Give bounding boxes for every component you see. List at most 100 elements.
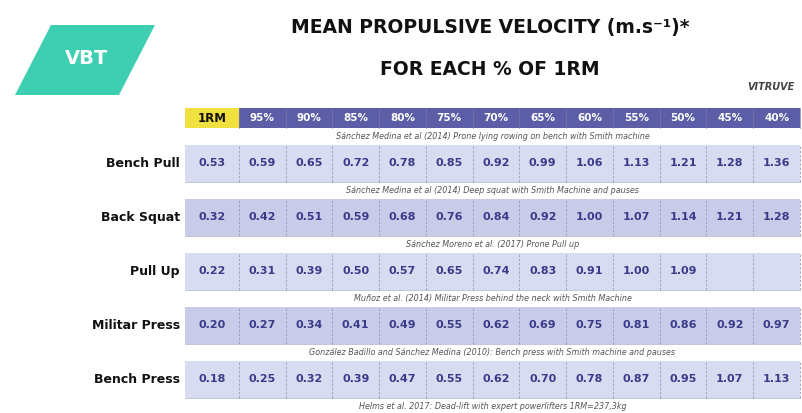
Text: 0.51: 0.51 [295,213,322,223]
Bar [184,236,799,253]
Text: 0.97: 0.97 [762,320,789,330]
Bar [286,108,332,128]
Bar [184,307,799,344]
Bar [184,182,799,199]
Text: 0.92: 0.92 [482,159,509,169]
Text: 0.39: 0.39 [295,266,322,276]
Text: Militar Press: Militar Press [91,319,180,332]
Text: 0.18: 0.18 [198,375,225,385]
Text: 0.78: 0.78 [388,159,415,169]
Text: MEAN PROPULSIVE VELOCITY (m.s⁻¹)*: MEAN PROPULSIVE VELOCITY (m.s⁻¹)* [290,18,688,37]
Text: 1.13: 1.13 [622,159,649,169]
Text: 85%: 85% [342,113,368,123]
Bar [659,108,706,128]
Bar [184,199,799,236]
Text: 55%: 55% [623,113,648,123]
Text: 0.47: 0.47 [388,375,415,385]
Text: 0.62: 0.62 [482,375,509,385]
Text: 0.72: 0.72 [342,159,369,169]
Text: 1.28: 1.28 [715,159,743,169]
Text: 1.06: 1.06 [575,159,602,169]
Text: 0.49: 0.49 [388,320,415,330]
Text: 60%: 60% [577,113,602,123]
Text: 1.21: 1.21 [715,213,743,223]
Text: 0.65: 0.65 [295,159,322,169]
Text: 0.39: 0.39 [342,375,369,385]
Text: Back Squat: Back Squat [101,211,180,224]
Text: 0.78: 0.78 [575,375,602,385]
Text: 0.62: 0.62 [482,320,509,330]
Bar [706,108,752,128]
Bar [184,145,799,182]
Text: 0.27: 0.27 [248,320,276,330]
Bar [612,108,659,128]
Bar [519,108,565,128]
Text: 0.81: 0.81 [622,320,649,330]
Text: 0.70: 0.70 [529,375,556,385]
Polygon shape [15,25,155,95]
Text: Bench Press: Bench Press [94,373,180,386]
Text: 65%: 65% [529,113,555,123]
Bar [184,253,799,290]
Text: Pull Up: Pull Up [131,265,180,278]
Text: 80%: 80% [390,113,415,123]
Text: 0.50: 0.50 [342,266,369,276]
Text: Sánchez Moreno et al. (2017) Prone Pull up: Sánchez Moreno et al. (2017) Prone Pull … [405,240,578,249]
Text: 0.85: 0.85 [435,159,462,169]
Text: 1.28: 1.28 [762,213,789,223]
Text: 0.91: 0.91 [575,266,602,276]
Text: 45%: 45% [716,113,742,123]
Text: Sánchez Medina et al (2014) Deep squat with Smith Machine and pauses: Sánchez Medina et al (2014) Deep squat w… [346,186,638,195]
Text: Helms et al. 2017: Dead-lift with expert powerlifters 1RM=237,3kg: Helms et al. 2017: Dead-lift with expert… [358,402,626,411]
Text: 0.83: 0.83 [529,266,556,276]
Text: 95%: 95% [249,113,274,123]
Text: 1.07: 1.07 [715,375,743,385]
Bar [184,108,238,128]
Text: 0.92: 0.92 [529,213,556,223]
Text: 0.92: 0.92 [715,320,743,330]
Text: 0.95: 0.95 [669,375,696,385]
Bar [472,108,519,128]
Text: 0.53: 0.53 [198,159,225,169]
Text: 50%: 50% [670,113,695,123]
Text: 0.20: 0.20 [198,320,225,330]
Bar [752,108,799,128]
Text: 40%: 40% [763,113,788,123]
Bar [184,128,799,145]
Text: 0.34: 0.34 [295,320,322,330]
Text: FOR EACH % OF 1RM: FOR EACH % OF 1RM [379,60,599,79]
Text: VBT: VBT [65,48,108,67]
Text: 0.55: 0.55 [435,375,462,385]
Text: 0.99: 0.99 [529,159,556,169]
Text: 0.75: 0.75 [575,320,602,330]
Text: 90%: 90% [296,113,321,123]
Text: 0.59: 0.59 [342,213,369,223]
Bar [379,108,425,128]
Text: 0.32: 0.32 [198,213,225,223]
Text: 0.32: 0.32 [295,375,322,385]
Bar [565,108,612,128]
Text: VITRUVE: VITRUVE [747,82,794,92]
Text: 0.55: 0.55 [435,320,462,330]
Text: 1.00: 1.00 [575,213,602,223]
Text: 0.84: 0.84 [482,213,509,223]
Text: 1.14: 1.14 [668,213,696,223]
Bar [184,361,799,398]
Bar [184,398,799,413]
Text: 0.42: 0.42 [248,213,276,223]
Text: 0.57: 0.57 [388,266,415,276]
Bar [184,290,799,307]
Text: 0.22: 0.22 [198,266,225,276]
Text: 0.76: 0.76 [435,213,463,223]
Text: 70%: 70% [483,113,508,123]
Text: 0.74: 0.74 [482,266,509,276]
Bar [425,108,472,128]
Text: 1RM: 1RM [197,112,226,124]
Text: Sánchez Medina et al (2014) Prone lying rowing on bench with Smith machine: Sánchez Medina et al (2014) Prone lying … [335,132,649,141]
Text: Bench Pull: Bench Pull [106,157,180,170]
Text: 0.31: 0.31 [249,266,275,276]
Text: 75%: 75% [436,113,461,123]
Text: 0.59: 0.59 [248,159,276,169]
Text: 1.13: 1.13 [762,375,789,385]
Text: 0.86: 0.86 [669,320,696,330]
